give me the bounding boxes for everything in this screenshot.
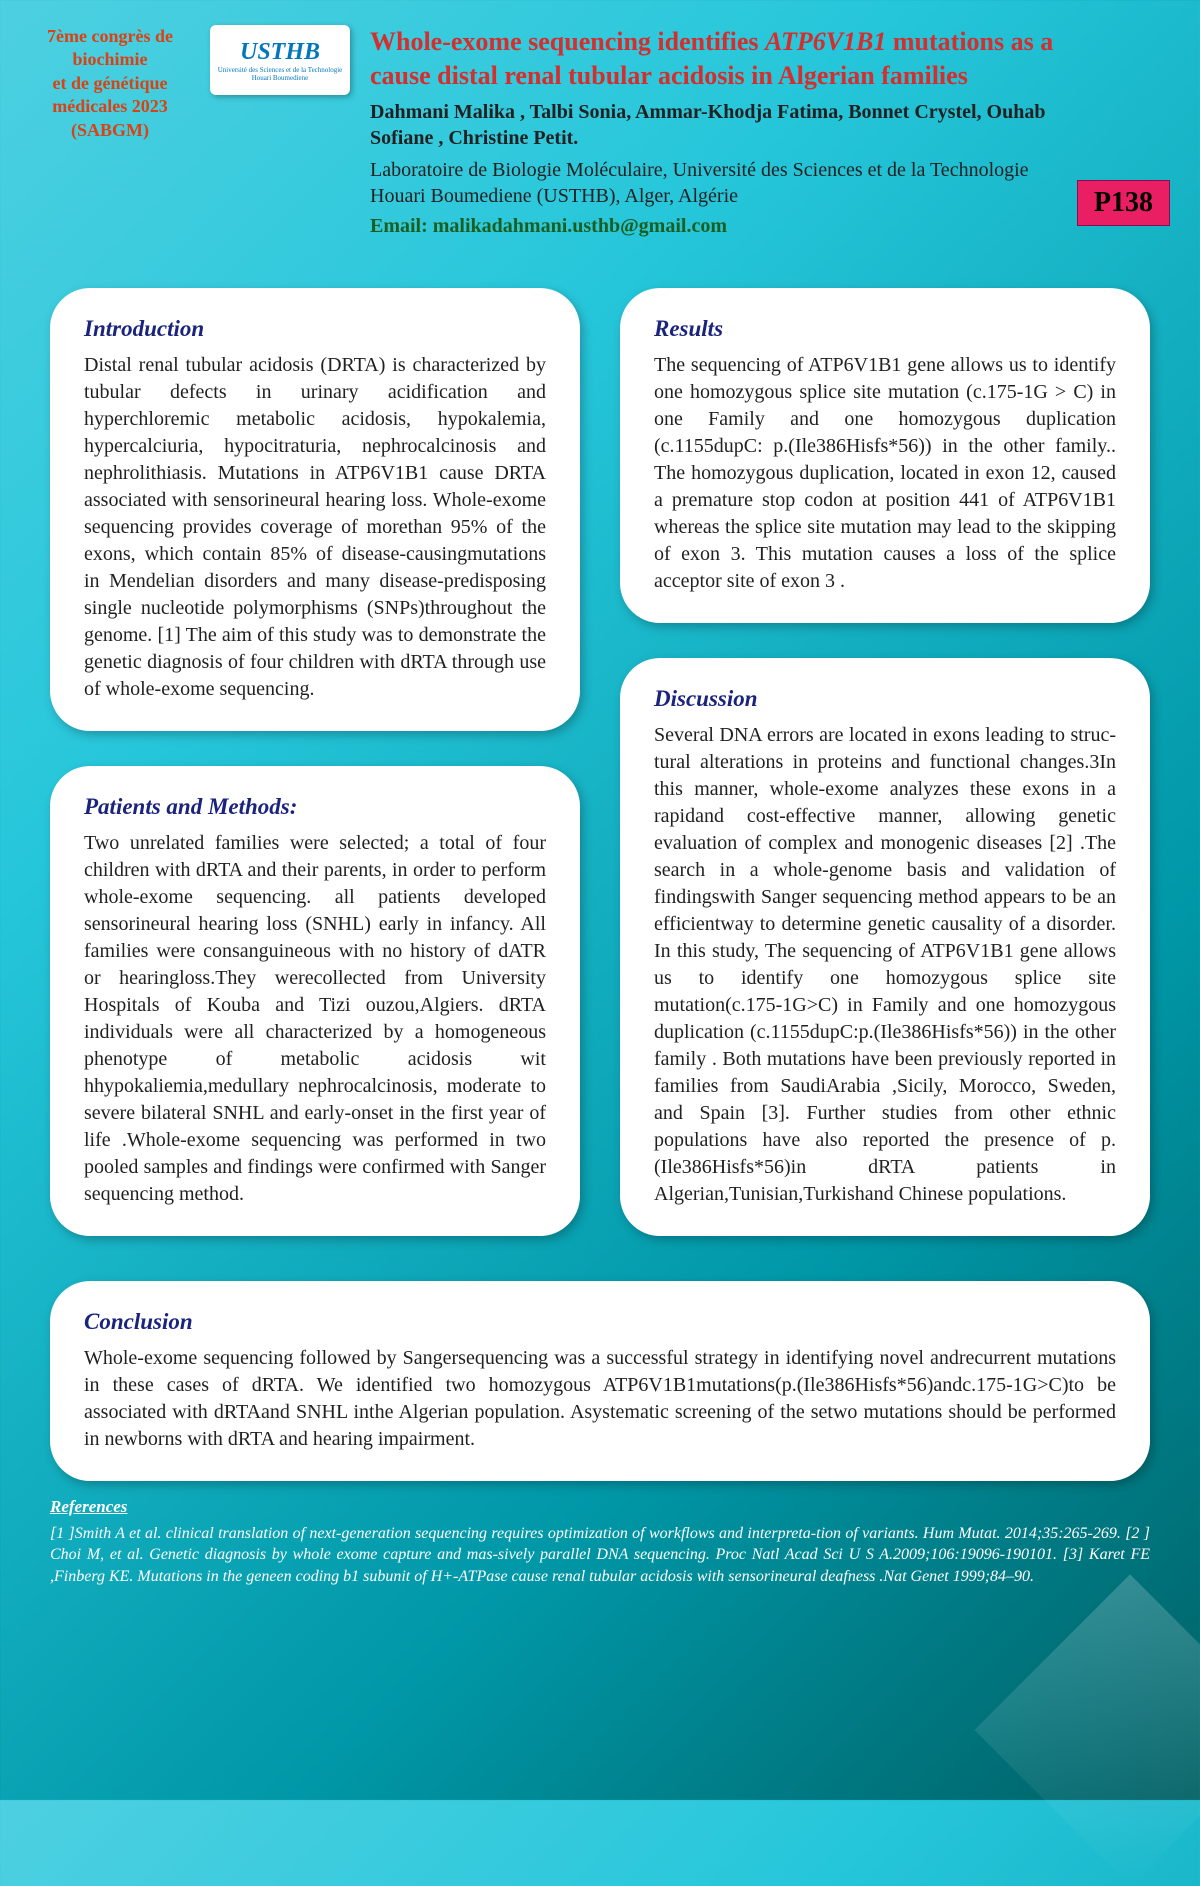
section-heading: Patients and Methods:: [84, 794, 546, 820]
right-column: Results The sequencing of ATP6V1B1 gene …: [620, 288, 1150, 1236]
contact-email: Email: malikadahmani.usthb@gmail.com: [370, 215, 1070, 238]
conclusion-wrap: Conclusion Whole-exome sequencing follow…: [0, 1281, 1200, 1481]
references-heading: References: [50, 1496, 1150, 1519]
conf-line: biochimie: [30, 48, 190, 71]
results-panel: Results The sequencing of ATP6V1B1 gene …: [620, 288, 1150, 623]
conference-label: 7ème congrès de biochimie et de génétiqu…: [30, 25, 190, 238]
title-block: Whole-exome sequencing identifies ATP6V1…: [370, 25, 1170, 238]
section-body: Distal renal tubular acidosis (DRTA) is …: [84, 352, 546, 703]
title-prefix: Whole-exome sequencing identifies: [370, 27, 765, 56]
section-heading: Introduction: [84, 316, 546, 342]
conf-line: (SABGM): [30, 119, 190, 142]
poster-header: 7ème congrès de biochimie et de génétiqu…: [0, 0, 1200, 248]
logo-subtitle: Université des Sciences et de la Technol…: [210, 66, 350, 82]
section-body: Several DNA errors are located in exons …: [654, 722, 1116, 1208]
poster-title: Whole-exome sequencing identifies ATP6V1…: [370, 25, 1070, 93]
section-body: Whole-exome sequencing followed by Sange…: [84, 1345, 1116, 1453]
section-body: The sequencing of ATP6V1B1 gene allows u…: [654, 352, 1116, 595]
conclusion-panel: Conclusion Whole-exome sequencing follow…: [50, 1281, 1150, 1481]
introduction-panel: Introduction Distal renal tubular acidos…: [50, 288, 580, 731]
methods-panel: Patients and Methods: Two unrelated fami…: [50, 766, 580, 1236]
usthb-logo: USTHB Université des Sciences et de la T…: [210, 25, 350, 95]
conf-line: médicales 2023: [30, 95, 190, 118]
content-columns: Introduction Distal renal tubular acidos…: [0, 248, 1200, 1256]
section-heading: Results: [654, 316, 1116, 342]
section-heading: Discussion: [654, 686, 1116, 712]
corner-accent-decoration: [974, 1574, 1200, 1885]
logo-name: USTHB: [240, 39, 320, 66]
references-body: [1 ]Smith A et al. clinical translation …: [50, 1523, 1150, 1588]
conf-line: et de génétique: [30, 72, 190, 95]
discussion-panel: Discussion Several DNA errors are locate…: [620, 658, 1150, 1236]
conf-line: 7ème congrès de: [30, 25, 190, 48]
poster-number-badge: P138: [1077, 180, 1170, 226]
references-block: References [1 ]Smith A et al. clinical t…: [0, 1481, 1200, 1618]
left-column: Introduction Distal renal tubular acidos…: [50, 288, 580, 1236]
title-gene: ATP6V1B1: [765, 27, 886, 56]
authors: Dahmani Malika , Talbi Sonia, Ammar-Khod…: [370, 99, 1070, 151]
affiliation: Laboratoire de Biologie Moléculaire, Uni…: [370, 157, 1070, 209]
section-body: Two unrelated families were selected; a …: [84, 830, 546, 1208]
section-heading: Conclusion: [84, 1309, 1116, 1335]
